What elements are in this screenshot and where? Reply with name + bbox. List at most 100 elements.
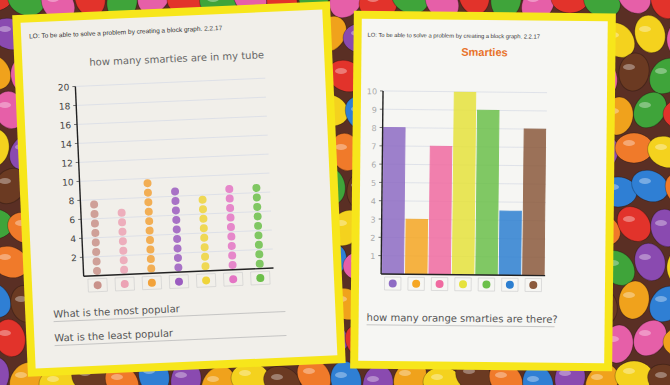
grid-line xyxy=(77,116,267,124)
candy xyxy=(615,361,653,385)
key-box xyxy=(88,278,108,292)
dot xyxy=(225,185,233,193)
y-axis xyxy=(75,86,83,276)
bar xyxy=(499,211,521,275)
tick-label: 7 xyxy=(371,142,376,151)
candy-shine xyxy=(655,144,667,150)
chart-title: Smarties xyxy=(461,46,508,58)
dot xyxy=(92,257,100,265)
candy-shine xyxy=(623,64,635,70)
color-key xyxy=(506,281,514,289)
dot xyxy=(120,266,128,274)
dot xyxy=(199,205,207,213)
candy-shine xyxy=(639,102,651,108)
tick-label: 4 xyxy=(371,197,376,206)
candy-shine xyxy=(335,144,347,150)
candy xyxy=(631,12,670,56)
bar xyxy=(429,146,452,274)
dot-column xyxy=(143,179,155,273)
color-key xyxy=(459,280,467,288)
backdrop xyxy=(0,0,670,385)
grid-line xyxy=(76,97,266,105)
dot xyxy=(145,207,153,215)
dot-column xyxy=(225,185,237,269)
candy-shine xyxy=(0,178,11,184)
photo-frame xyxy=(12,1,345,377)
bar xyxy=(382,128,405,275)
candy-shine xyxy=(367,376,379,382)
key-box xyxy=(169,275,189,289)
color-key xyxy=(175,277,183,285)
dot xyxy=(120,256,128,264)
color-key xyxy=(148,279,156,287)
key-box xyxy=(478,278,495,291)
dot xyxy=(199,215,207,223)
tick-label: 14 xyxy=(60,139,72,150)
key-box xyxy=(223,272,243,286)
key-box xyxy=(408,277,425,290)
candy-shine xyxy=(639,254,651,260)
dot xyxy=(198,196,206,204)
tick-label: 9 xyxy=(372,106,377,115)
candy xyxy=(642,130,670,173)
candy-shine xyxy=(0,254,11,260)
candy-shine xyxy=(655,220,667,226)
key-box xyxy=(251,271,271,285)
candy-shine xyxy=(495,372,507,378)
bar xyxy=(523,129,546,276)
learning-objective: LO: To be able to solve a problem by cre… xyxy=(368,32,540,40)
marks xyxy=(382,91,546,276)
dot xyxy=(145,217,153,225)
dot-column xyxy=(117,209,128,274)
candy-shine xyxy=(655,296,667,302)
photo-frame xyxy=(350,11,616,372)
dot xyxy=(174,254,182,262)
candy-shine xyxy=(0,102,11,108)
bar xyxy=(406,219,428,274)
candy xyxy=(664,245,670,288)
candy xyxy=(658,166,670,214)
candy xyxy=(664,17,670,60)
dot xyxy=(228,251,236,259)
marks xyxy=(89,174,264,275)
key-box xyxy=(431,277,448,290)
key-box xyxy=(525,278,542,291)
dot xyxy=(226,194,234,202)
worksheet xyxy=(21,10,338,369)
color-key xyxy=(229,275,237,283)
tick-label: 16 xyxy=(59,120,71,131)
writing-line xyxy=(367,325,555,327)
dot xyxy=(90,210,98,218)
tick-label: 10 xyxy=(367,87,377,96)
dot xyxy=(255,250,263,258)
dot xyxy=(253,212,261,220)
candy-shine xyxy=(591,374,603,380)
key-box xyxy=(115,277,135,291)
writing-line xyxy=(55,335,287,345)
color-key xyxy=(529,281,537,289)
color-key xyxy=(436,280,444,288)
candy-shine xyxy=(655,372,667,378)
dot xyxy=(174,263,182,271)
candy-shine xyxy=(175,372,187,378)
candy-shine xyxy=(639,178,651,184)
candy-shine xyxy=(47,376,59,382)
learning-objective: LO: To be able to solve a problem by cre… xyxy=(29,24,223,40)
tick-label: 5 xyxy=(371,179,376,188)
tick-label: 2 xyxy=(370,234,375,243)
tick-label: 6 xyxy=(69,215,75,225)
dot xyxy=(200,224,208,232)
dot xyxy=(255,241,263,249)
key-box xyxy=(502,278,519,291)
question: how many orange smarties are there? xyxy=(367,312,558,325)
candy xyxy=(551,0,589,13)
candy-shine xyxy=(623,368,635,374)
tick-label: 12 xyxy=(61,158,73,168)
candy-shine xyxy=(15,372,27,378)
dot xyxy=(146,245,154,253)
color-key xyxy=(93,281,101,289)
color-key xyxy=(482,280,490,288)
dot xyxy=(92,248,100,256)
dot-column xyxy=(171,187,183,271)
tick-label: 20 xyxy=(58,82,70,93)
